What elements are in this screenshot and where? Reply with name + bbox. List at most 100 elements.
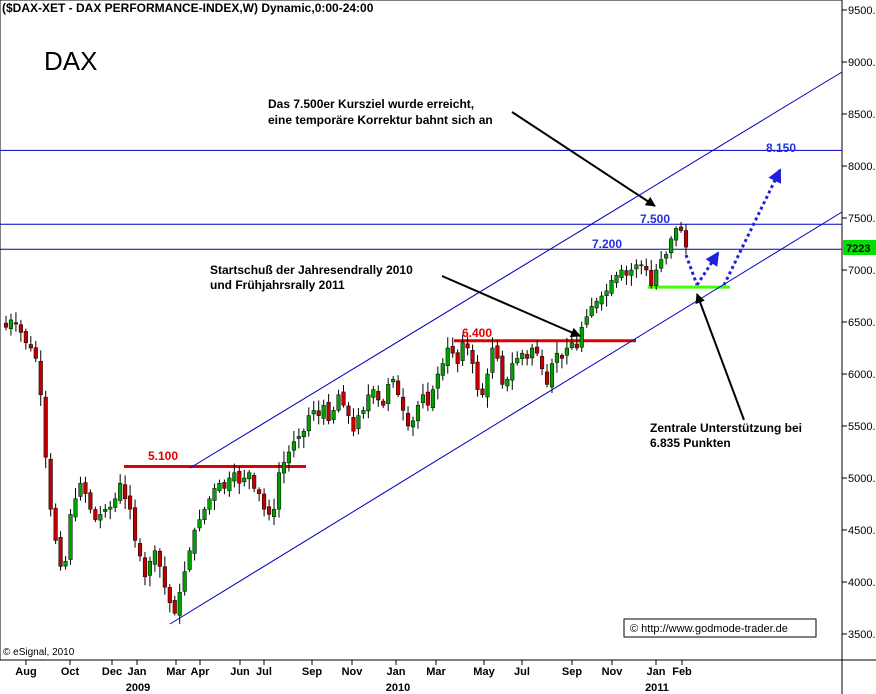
candle-body bbox=[28, 344, 33, 349]
candle-body bbox=[619, 269, 624, 278]
candle-body bbox=[23, 331, 28, 344]
candle-body bbox=[257, 489, 262, 494]
level-label-5100: 5.100 bbox=[148, 449, 178, 463]
candle-body bbox=[38, 360, 43, 396]
y-tick-label: 4500. bbox=[848, 525, 876, 537]
candle-body bbox=[232, 472, 237, 482]
candle-body bbox=[366, 394, 371, 412]
x-tick-label: Mar bbox=[166, 666, 186, 678]
current-price-box bbox=[843, 240, 876, 255]
candle-body bbox=[152, 550, 157, 565]
candle-body bbox=[113, 498, 118, 508]
candle-body bbox=[465, 343, 470, 349]
arrow-support bbox=[695, 293, 745, 421]
candle-body bbox=[177, 592, 182, 616]
candle-body bbox=[475, 361, 480, 390]
level-label-8150: 8.150 bbox=[766, 141, 796, 155]
candle-body bbox=[108, 506, 113, 510]
candle-body bbox=[440, 363, 445, 376]
candle-body bbox=[485, 373, 490, 398]
candle-body bbox=[13, 322, 18, 325]
candle-body bbox=[396, 380, 401, 396]
x-tick-label: Dec bbox=[102, 666, 122, 678]
candle-body bbox=[505, 378, 510, 387]
candle-body bbox=[381, 400, 386, 406]
candle-body bbox=[53, 507, 58, 541]
candle-body bbox=[321, 404, 326, 419]
candle-body bbox=[674, 228, 679, 241]
x-tick-label: May bbox=[473, 666, 495, 678]
candle-body bbox=[306, 415, 311, 432]
trend-channel bbox=[169, 71, 843, 625]
candle-body bbox=[63, 560, 68, 567]
candle-body bbox=[401, 396, 406, 411]
candle-body bbox=[430, 389, 435, 409]
annotation-rally-line1: Startschuß der Jahresendrally 2010 bbox=[210, 263, 413, 277]
candle-body bbox=[78, 482, 83, 497]
x-tick-label: Jan bbox=[647, 666, 666, 678]
candle-body bbox=[48, 458, 53, 510]
candle-body bbox=[202, 508, 207, 520]
candle-body bbox=[68, 514, 73, 560]
channel-upper-line bbox=[189, 71, 843, 469]
candle-body bbox=[460, 342, 465, 361]
candle-body bbox=[227, 477, 232, 492]
projection-down bbox=[684, 254, 699, 286]
projection-bounce-arrow bbox=[695, 251, 720, 286]
candle-body bbox=[391, 378, 396, 383]
candle-body bbox=[490, 347, 495, 373]
candle-body bbox=[187, 550, 192, 570]
x-tick-label: Jan bbox=[387, 666, 406, 678]
candle-body bbox=[331, 410, 336, 420]
candle-body bbox=[88, 492, 93, 510]
y-tick-label: 8500. bbox=[848, 109, 876, 121]
candle-body bbox=[455, 352, 460, 364]
candle-body bbox=[58, 537, 63, 567]
candle-body bbox=[237, 471, 242, 484]
candle-body bbox=[425, 391, 430, 406]
candles bbox=[3, 221, 689, 624]
url-box bbox=[623, 618, 817, 638]
copyright-label: © eSignal, 2010 bbox=[3, 647, 75, 658]
candle-body bbox=[271, 508, 277, 518]
candle-body bbox=[162, 566, 167, 588]
candle-body bbox=[525, 354, 530, 359]
candle-body bbox=[544, 371, 550, 385]
candle-body bbox=[559, 355, 564, 359]
candle-body bbox=[435, 373, 440, 389]
x-tick-label: Jul bbox=[514, 666, 530, 678]
candle-body bbox=[118, 482, 123, 501]
candle-body bbox=[410, 420, 416, 428]
candle-body bbox=[281, 462, 287, 474]
chart-header: ($DAX-XET - DAX PERFORMANCE-INDEX,W) Dyn… bbox=[2, 1, 374, 15]
candle-body bbox=[3, 322, 9, 328]
candle-body bbox=[182, 571, 187, 592]
candle-body bbox=[311, 410, 316, 415]
channel-lower-line bbox=[169, 211, 843, 625]
candle-body bbox=[624, 270, 629, 276]
x-tick-label: Jan bbox=[128, 666, 147, 678]
candle-body bbox=[450, 345, 455, 354]
candle-body bbox=[341, 391, 346, 406]
candle-body bbox=[93, 509, 98, 520]
candle-body bbox=[242, 477, 247, 483]
candle-body bbox=[634, 264, 639, 270]
candle-body bbox=[301, 430, 306, 438]
candle-body bbox=[316, 410, 321, 416]
candle-body bbox=[356, 415, 361, 429]
x-tick-label: Jun bbox=[230, 666, 250, 678]
y-tick-label: 5500. bbox=[848, 421, 876, 433]
candle-body bbox=[614, 274, 619, 283]
candle-body bbox=[604, 290, 609, 297]
x-tick-label: Sep bbox=[562, 666, 582, 678]
candle-body bbox=[584, 316, 589, 325]
x-tick-label: Aug bbox=[15, 666, 36, 678]
candle-body bbox=[172, 600, 177, 614]
candle-body bbox=[197, 519, 202, 529]
candle-body bbox=[420, 394, 425, 404]
candle-body bbox=[470, 350, 475, 364]
candle-body bbox=[535, 346, 540, 354]
candle-body bbox=[18, 324, 23, 333]
candle-body bbox=[549, 363, 555, 388]
